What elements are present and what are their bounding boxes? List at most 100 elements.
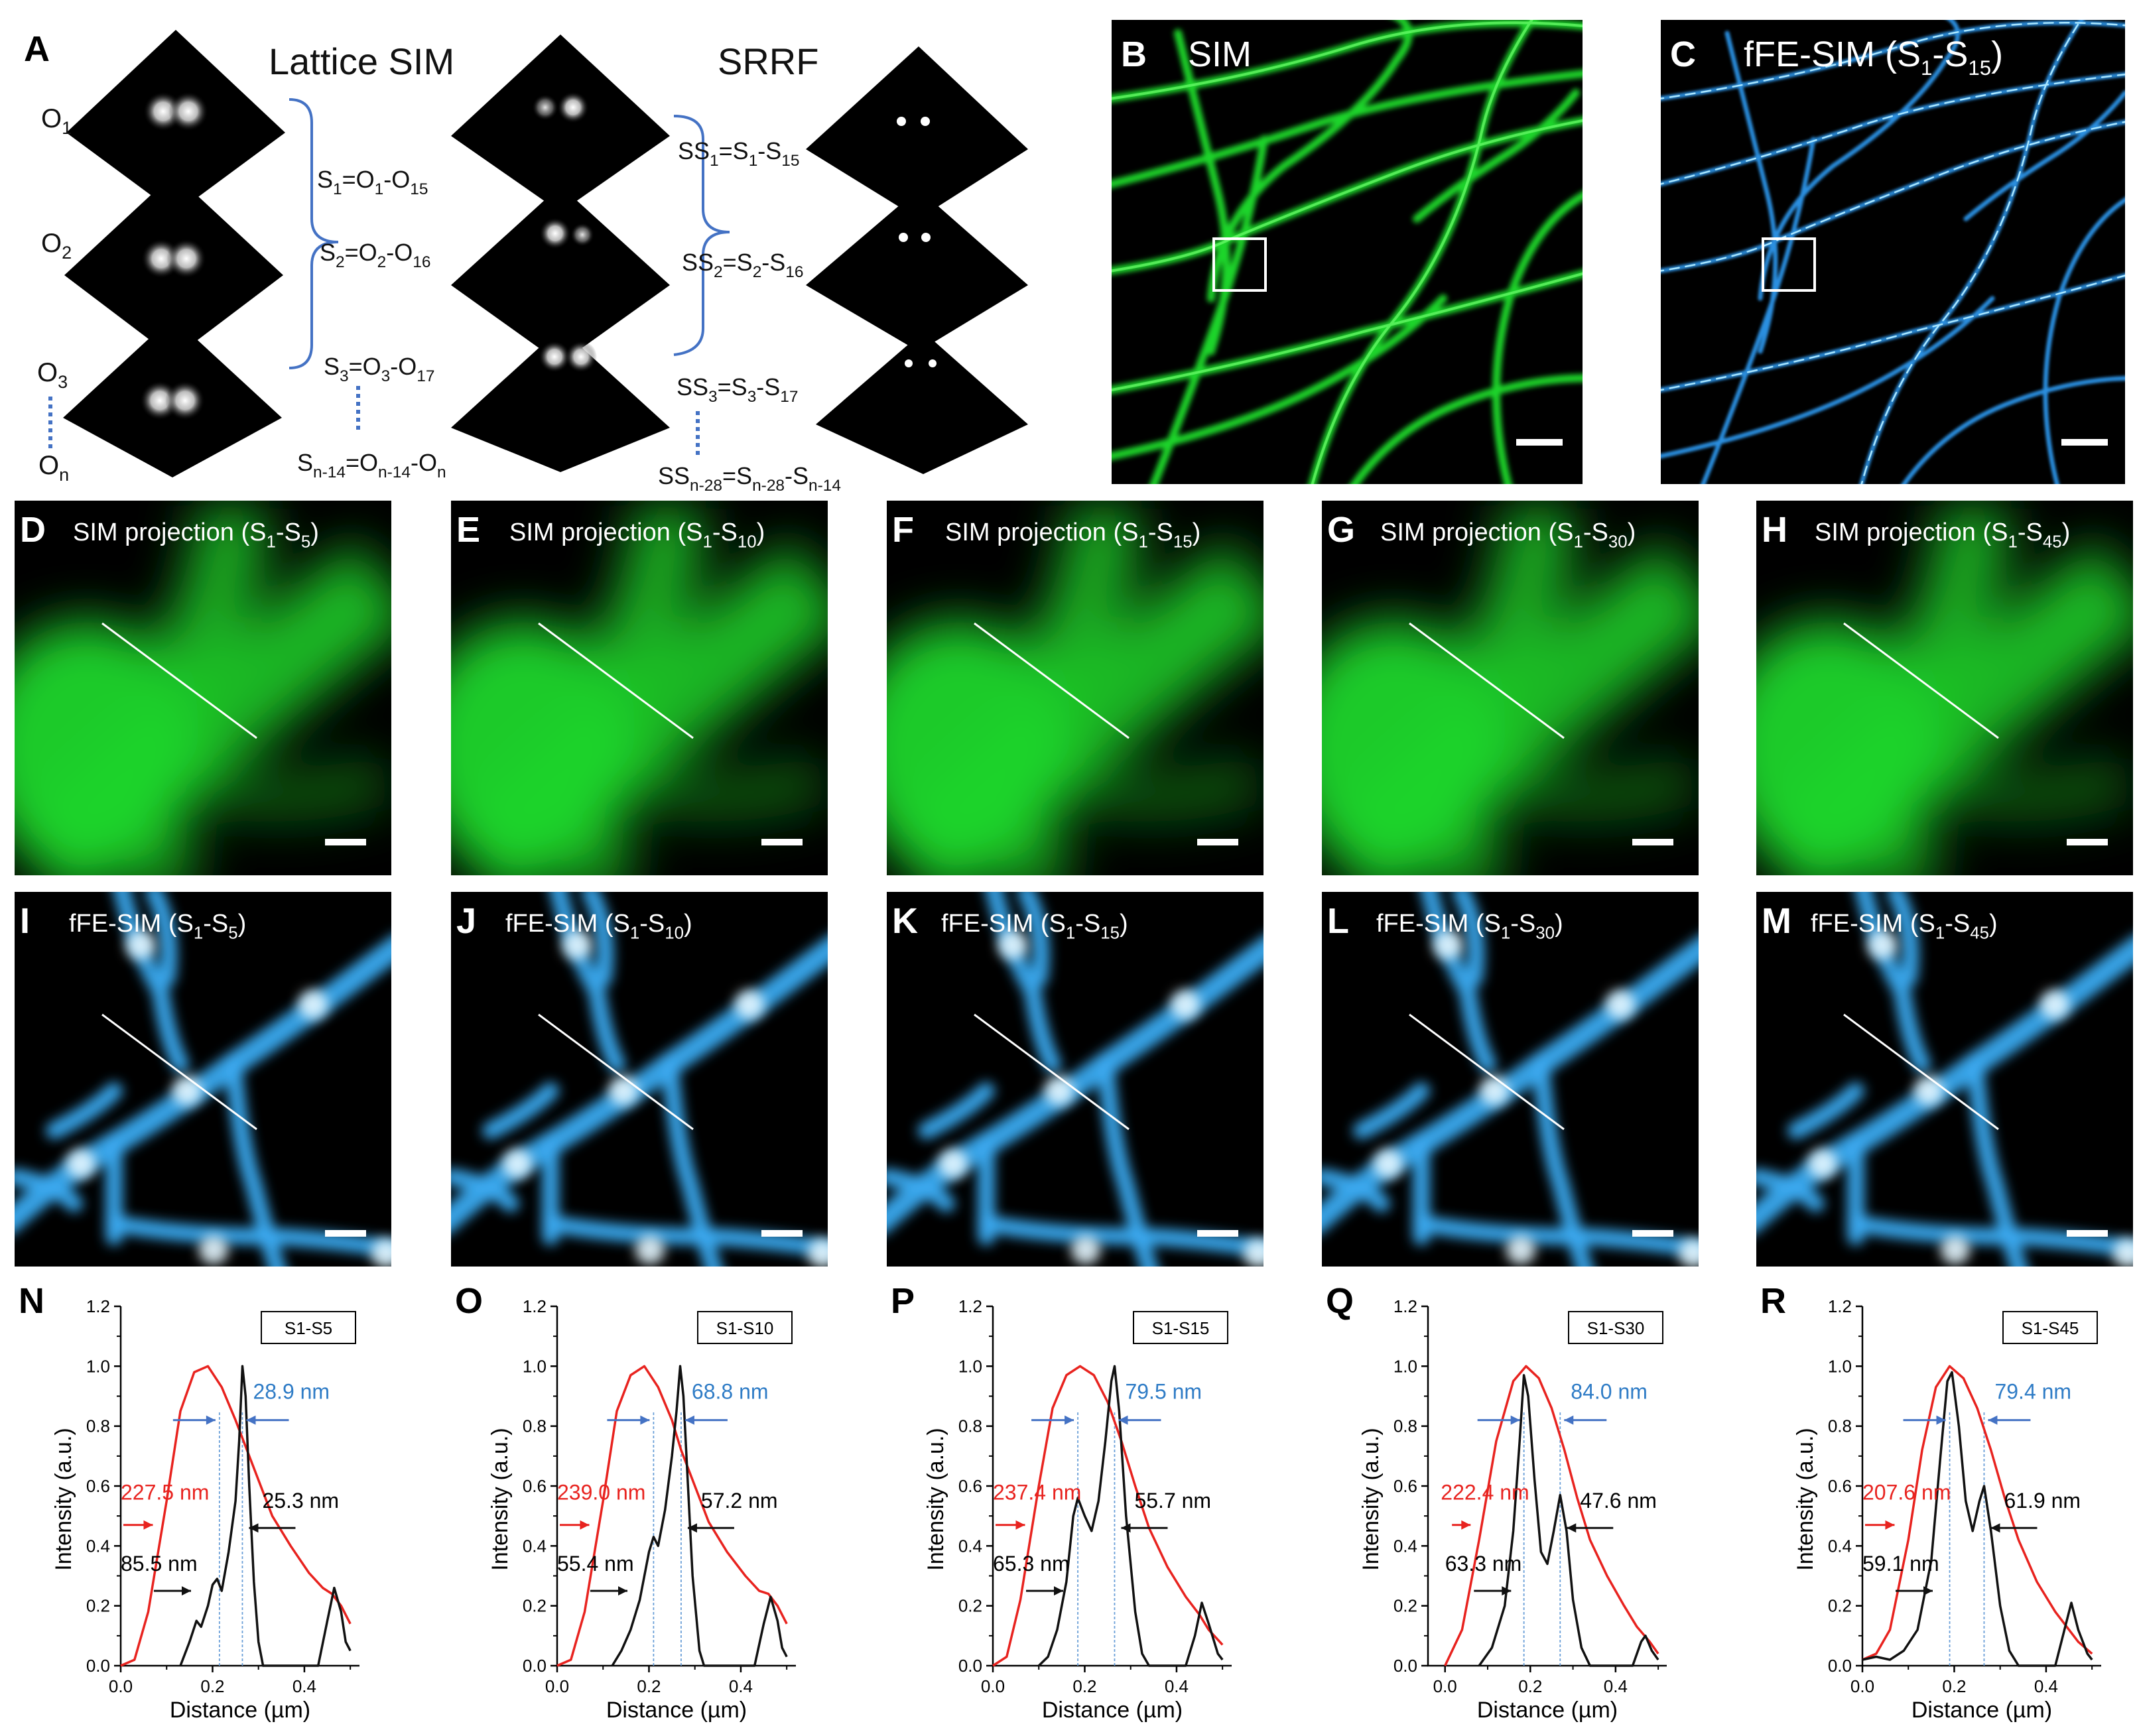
panel-letter-c: C — [1670, 34, 1696, 74]
ffe-fwhm-arrow-2 — [1474, 1586, 1512, 1596]
equation-s3: S3=O3-O17 — [324, 353, 434, 385]
equation-s2: S2=O2-O16 — [320, 239, 430, 271]
line-profile — [1843, 622, 1999, 739]
line-profile — [1409, 1013, 1565, 1131]
scale-bar — [2067, 839, 2108, 845]
y-tick-label: 1.0 — [523, 1356, 547, 1376]
panel-c-ffe-image: C fFE-SIM (S1-S15) — [1661, 20, 2125, 484]
scale-bar — [1516, 439, 1563, 446]
y-tick-label: 0.2 — [1828, 1596, 1852, 1616]
panel-b-sim-image: B SIM — [1112, 20, 1583, 484]
separation-arrow-left — [1903, 1415, 1946, 1425]
ffe-sim-profile-line — [1478, 1374, 1659, 1667]
scale-bar — [761, 839, 803, 845]
scale-bar — [325, 839, 366, 845]
y-tick-label: 0.4 — [1828, 1536, 1852, 1556]
scale-bar — [2061, 439, 2108, 446]
equation-sn: Sn-14=On-14-On — [297, 449, 446, 481]
panel-letter-r: R — [1760, 1281, 1786, 1321]
panel-title-g: SIM projection (S1-S30) — [1380, 519, 1636, 552]
y-tick-label: 1.2 — [1393, 1296, 1417, 1316]
panel-letter-k: K — [892, 901, 918, 941]
separation-arrow-left — [607, 1415, 650, 1425]
label-on: On — [38, 451, 69, 485]
line-profile — [538, 622, 694, 739]
y-tick-label: 0.0 — [523, 1656, 547, 1676]
y-axis-label: Intensity (a.u.) — [1793, 1428, 1818, 1570]
y-tick-label: 0.4 — [86, 1536, 110, 1556]
panel-letter-b: B — [1121, 34, 1147, 74]
x-tick-label: 0.4 — [1165, 1676, 1189, 1696]
y-tick-label: 0.0 — [1828, 1656, 1852, 1676]
sim-fwhm-arrow — [1865, 1520, 1895, 1530]
ffe-fwhm-arrow-2 — [1026, 1586, 1063, 1596]
separation-value: 79.5 nm — [1125, 1380, 1202, 1404]
legend-label: S1-S10 — [716, 1318, 774, 1338]
y-tick-label: 0.8 — [86, 1416, 110, 1436]
ffe-fwhm-value-2: 63.3 nm — [1445, 1552, 1522, 1576]
separation-value: 84.0 nm — [1571, 1380, 1648, 1404]
scale-bar — [761, 1230, 803, 1237]
sim-projection-panel-e: E SIM projection (S1-S10) — [451, 501, 828, 875]
y-tick-label: 0.0 — [958, 1656, 982, 1676]
legend-label: S1-S30 — [1587, 1318, 1645, 1338]
ffe-fwhm-arrow-2 — [590, 1586, 627, 1596]
sim-frame-s2 — [451, 186, 670, 363]
profile-chart-o: O0.00.20.40.60.81.01.20.0 0.2 0.4Distance … — [455, 1281, 796, 1723]
panel-title-l: fFE-SIM (S1-S30) — [1376, 910, 1563, 943]
label-o3: O3 — [37, 358, 68, 392]
lattice-sim-title: Lattice SIM — [269, 40, 454, 82]
legend: S1-S45 — [2002, 1311, 2098, 1344]
y-tick-label: 1.0 — [1393, 1356, 1417, 1376]
srrf-title: SRRF — [718, 40, 818, 82]
ffe-fwhm-arrow-1 — [1567, 1523, 1614, 1533]
profile-chart-r: R0.00.20.40.60.81.01.20.0 0.2 0.4Distance … — [1760, 1281, 2101, 1723]
panel-letter-e: E — [456, 510, 480, 550]
sim-profile-line — [120, 1365, 352, 1667]
ffe-fwhm-arrow-1 — [1121, 1523, 1168, 1533]
y-tick-label: 1.0 — [958, 1356, 982, 1376]
y-tick-label: 0.6 — [523, 1476, 547, 1496]
scale-bar — [1632, 1230, 1673, 1237]
y-tick-label: 0.6 — [86, 1476, 110, 1496]
y-tick-label: 1.0 — [86, 1356, 110, 1376]
x-tick-label: 0.2 — [637, 1676, 661, 1696]
panel-letter-f: F — [892, 510, 914, 550]
y-tick-label: 0.0 — [1393, 1656, 1417, 1676]
sim-projection-panel-g: G SIM projection (S1-S30) — [1322, 501, 1699, 875]
y-tick-label: 0.6 — [958, 1476, 982, 1496]
y-tick-label: 0.8 — [523, 1416, 547, 1436]
separation-arrow-left — [172, 1415, 216, 1425]
panel-title-j: fFE-SIM (S1-S10) — [505, 910, 692, 943]
y-tick-label: 0.8 — [958, 1416, 982, 1436]
ffe-fwhm-value-1: 47.6 nm — [1580, 1489, 1657, 1513]
y-axis-label: Intensity (a.u.) — [51, 1428, 76, 1570]
panel-letter-a: A — [24, 29, 50, 69]
separation-arrow-right — [1988, 1415, 2031, 1425]
label-o2: O2 — [41, 229, 72, 263]
sim-fwhm-value: 237.4 nm — [993, 1481, 1081, 1505]
panel-letter-h: H — [1762, 510, 1787, 550]
srrf-frame-ss2 — [806, 189, 1028, 351]
scale-bar — [325, 1230, 366, 1237]
label-o1: O1 — [41, 104, 72, 138]
separation-arrow-right — [246, 1415, 289, 1425]
y-tick-label: 0.6 — [1828, 1476, 1852, 1496]
panel-letter-o: O — [455, 1281, 483, 1321]
panel-letter-g: G — [1327, 510, 1355, 550]
ffe-sim-profile-line — [1037, 1365, 1224, 1667]
x-tick-label: 0.2 — [1072, 1676, 1096, 1696]
x-axis-label: Distance (µm) — [1042, 1698, 1183, 1723]
scale-bar — [1197, 1230, 1238, 1237]
equation-ss3: SS3=S3-S17 — [677, 373, 799, 406]
legend: S1-S30 — [1568, 1311, 1663, 1344]
ffe-fwhm-value-1: 57.2 nm — [701, 1489, 778, 1513]
x-tick-label: 0.4 — [729, 1676, 753, 1696]
panel-title-k: fFE-SIM (S1-S15) — [941, 910, 1128, 943]
sim-fwhm-value: 227.5 nm — [121, 1481, 209, 1505]
legend: S1-S10 — [697, 1311, 793, 1344]
raw-frame-o2 — [64, 174, 283, 358]
y-tick-label: 0.4 — [523, 1536, 547, 1556]
ffe-fwhm-value-1: 55.7 nm — [1134, 1489, 1211, 1513]
